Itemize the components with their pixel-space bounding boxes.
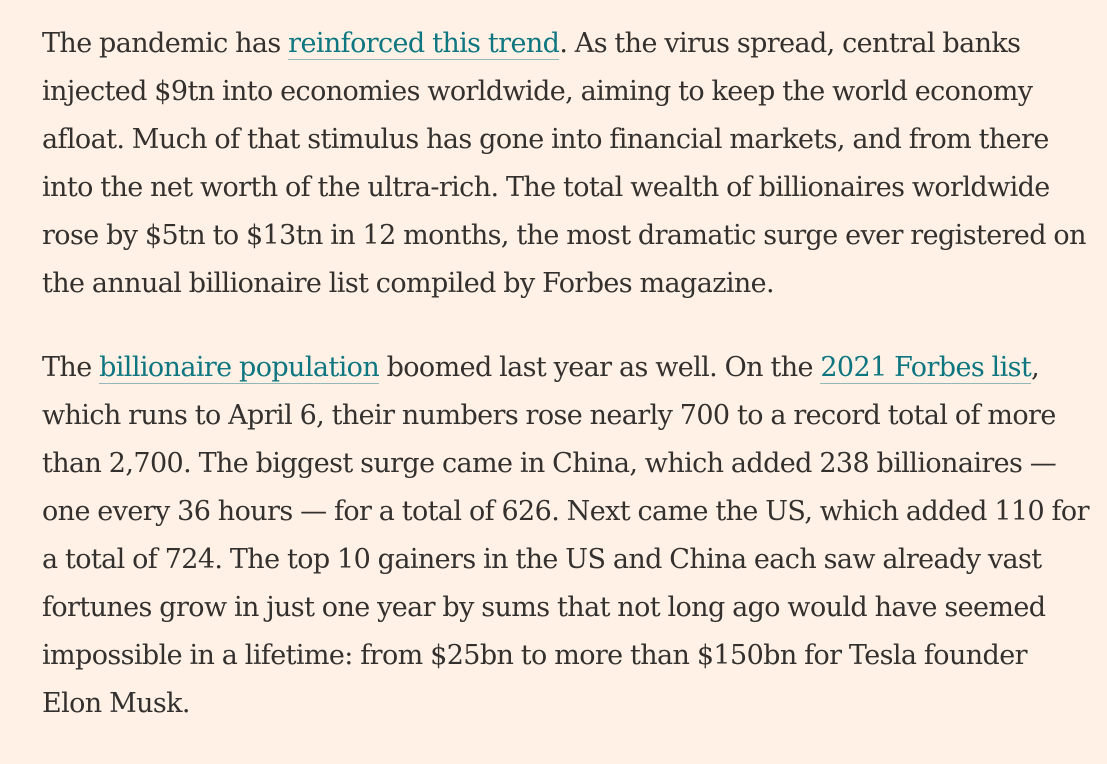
article-body: The pandemic has reinforced this trend. … bbox=[42, 20, 1092, 764]
paragraph-2: The billionaire population boomed last y… bbox=[42, 344, 1092, 728]
reinforced-this-trend-link[interactable]: reinforced this trend bbox=[288, 28, 560, 60]
paragraph-1-text-end: . As the virus spread, central banks inj… bbox=[42, 28, 1086, 299]
paragraph-1: The pandemic has reinforced this trend. … bbox=[42, 20, 1092, 308]
paragraph-1-text-start: The pandemic has bbox=[42, 28, 289, 59]
forbes-list-2021-link[interactable]: 2021 Forbes list bbox=[820, 352, 1032, 384]
billionaire-population-link[interactable]: billionaire population bbox=[99, 352, 380, 384]
paragraph-2-text-end: , which runs to April 6, their numbers r… bbox=[42, 352, 1089, 719]
paragraph-2-text-middle: boomed last year as well. On the bbox=[379, 352, 821, 383]
paragraph-2-text-start: The bbox=[42, 352, 100, 383]
